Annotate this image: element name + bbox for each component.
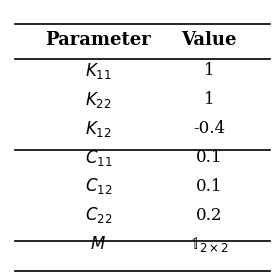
Text: $K_{12}$: $K_{12}$ [85,119,112,139]
Text: $C_{12}$: $C_{12}$ [85,177,112,197]
Text: 1: 1 [204,91,214,108]
Text: Parameter: Parameter [46,31,151,49]
Text: $K_{11}$: $K_{11}$ [85,61,112,81]
Text: $\mathbb{1}_{2\times 2}$: $\mathbb{1}_{2\times 2}$ [190,234,229,254]
Text: Value: Value [181,31,237,49]
Text: $M$: $M$ [90,236,106,253]
Text: 0.1: 0.1 [196,149,223,166]
Text: $K_{22}$: $K_{22}$ [85,90,112,110]
Text: 0.2: 0.2 [196,207,223,224]
Text: 0.1: 0.1 [196,178,223,195]
Text: $C_{22}$: $C_{22}$ [85,205,112,225]
Text: 1: 1 [204,62,214,80]
Text: -0.4: -0.4 [193,120,225,137]
Text: $C_{11}$: $C_{11}$ [85,148,112,168]
